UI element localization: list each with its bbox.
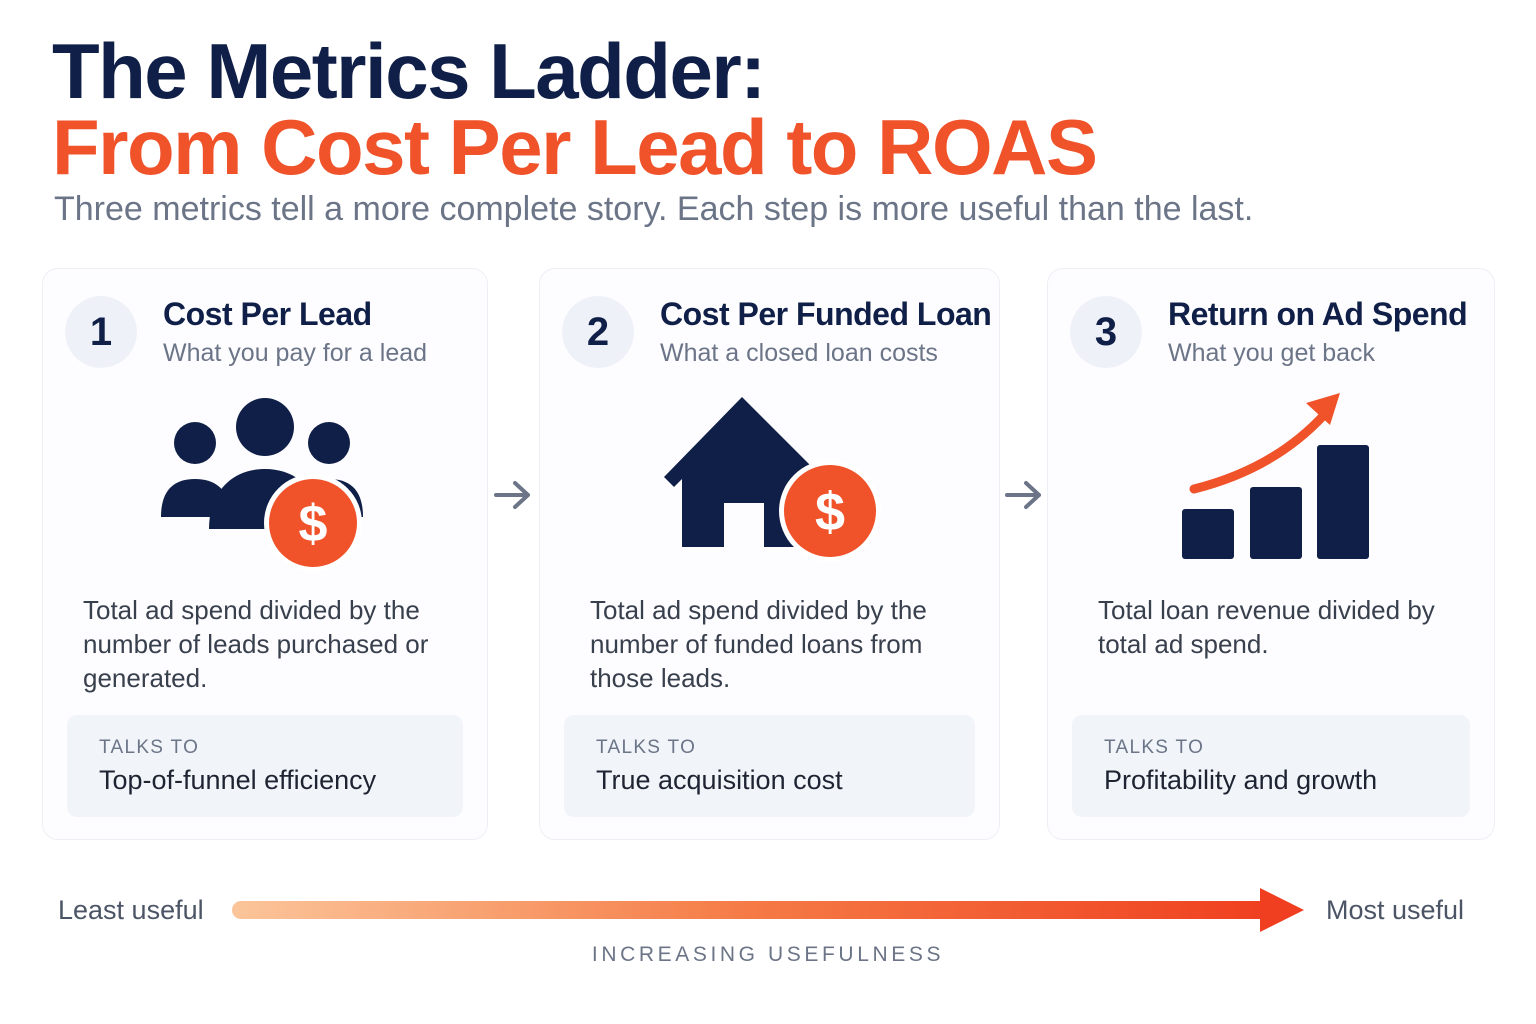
step-number-badge: 3 <box>1070 296 1142 368</box>
least-useful-label: Least useful <box>58 895 204 925</box>
card-description: Total loan revenue divided by total ad s… <box>1098 595 1435 659</box>
scale-caption: INCREASING USEFULNESS <box>591 943 945 966</box>
house-dollar-icon: $ <box>664 397 881 562</box>
step-number-badge: 2 <box>562 296 634 368</box>
talks-to-label: TALKS TO <box>1104 737 1205 758</box>
talks-to-box: TALKS TO Top-of-funnel efficiency <box>67 715 463 817</box>
card-subtitle: What you pay for a lead <box>163 339 428 367</box>
card-subtitle: What you get back <box>1168 339 1376 367</box>
card-title: Cost Per Funded Loan <box>660 296 992 332</box>
page-subtitle: Three metrics tell a more complete story… <box>54 190 1254 228</box>
talks-to-value: Profitability and growth <box>1104 765 1378 795</box>
svg-text:$: $ <box>299 495 328 553</box>
card-description: Total ad spend divided by the number of … <box>83 595 429 693</box>
most-useful-label: Most useful <box>1326 895 1465 925</box>
svg-text:$: $ <box>815 482 845 542</box>
talks-to-box: TALKS TO True acquisition cost <box>564 715 975 817</box>
people-dollar-icon: $ <box>161 398 363 572</box>
metric-card-return-on-ad-spend: 3 Return on Ad Spend What you get back T… <box>1047 268 1495 840</box>
metric-card-cost-per-funded-loan: 2 Cost Per Funded Loan What a closed loa… <box>539 268 1000 840</box>
talks-to-value: Top-of-funnel efficiency <box>99 765 377 795</box>
metric-card-cost-per-lead: 1 Cost Per Lead What you pay for a lead … <box>42 268 488 840</box>
card-description: Total ad spend divided by the number of … <box>590 595 927 693</box>
talks-to-box: TALKS TO Profitability and growth <box>1072 715 1470 817</box>
usefulness-gradient-arrow <box>232 888 1304 932</box>
page-title-highlight: From Cost Per Lead to ROAS <box>52 103 1098 191</box>
arrow-right-icon <box>1005 481 1041 509</box>
page-title: The Metrics Ladder: <box>52 27 766 115</box>
talks-to-label: TALKS TO <box>596 737 697 758</box>
step-number-badge: 1 <box>65 296 137 368</box>
arrow-right-icon <box>494 481 530 509</box>
talks-to-label: TALKS TO <box>99 737 200 758</box>
talks-to-value: True acquisition cost <box>596 765 843 795</box>
card-title: Cost Per Lead <box>163 296 372 332</box>
growth-chart-icon <box>1182 393 1369 559</box>
card-subtitle: What a closed loan costs <box>660 339 938 367</box>
card-title: Return on Ad Spend <box>1168 296 1468 332</box>
